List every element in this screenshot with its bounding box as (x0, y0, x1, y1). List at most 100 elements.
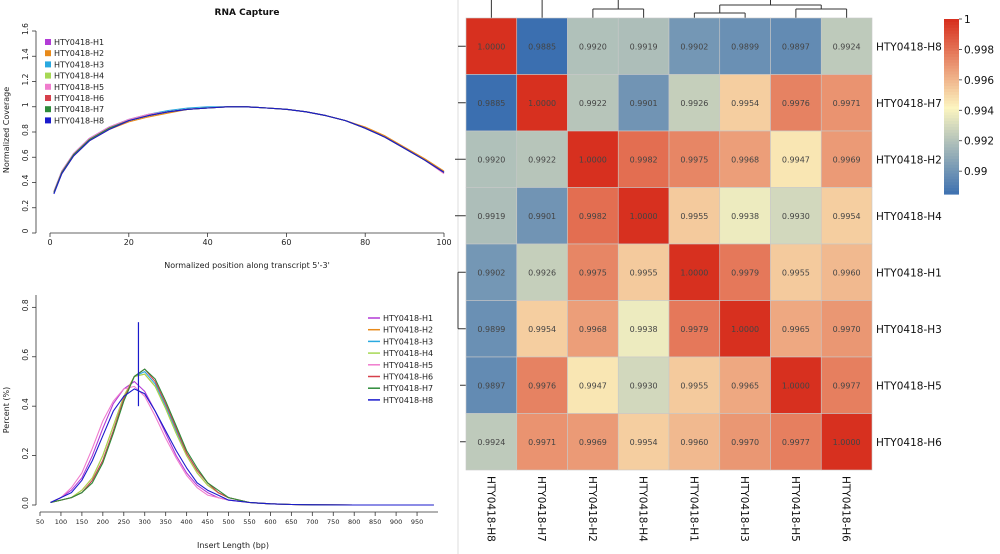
x-tick-label: 20 (124, 238, 134, 247)
colorbar-tick-label: 0.996 (964, 75, 994, 87)
heatmap-cell-label: 0.9969 (579, 438, 607, 447)
coverage-legend: HTY0418-H1 HTY0418-H2 HTY0418-H3 HTY0418-H4… (45, 38, 104, 125)
heatmap-cell-label: 0.9982 (579, 212, 607, 221)
colorbar-segment (944, 42, 959, 46)
heatmap-cell-label: 1.0000 (579, 155, 607, 164)
colorbar-segment (944, 121, 959, 125)
legend-label: HTY0418-H5 (54, 83, 104, 92)
heatmap-cell-label: 0.9954 (731, 99, 759, 108)
heatmap-cell (567, 300, 619, 358)
colorbar-segment (944, 30, 959, 35)
x-tick-label: 450 (201, 518, 213, 526)
coverage-axes: 0 0.2 0.4 0.6 0.8 1 1.2 1.4 1.6 0 20 40 60 80 100 (21, 23, 452, 247)
insert-series-lines (50, 322, 434, 506)
colorbar-segment (944, 176, 959, 181)
colorbar-segment (944, 182, 959, 186)
legend-swatch (45, 83, 51, 90)
heatmap-cell (516, 300, 568, 358)
x-tick-label: 200 (97, 518, 109, 526)
colorbar-segment (944, 97, 959, 102)
heatmap-cell (719, 243, 771, 301)
y-tick-label: 1.6 (21, 23, 30, 35)
y-tick-label: 0.0 (21, 497, 30, 509)
heatmap-cell (770, 300, 822, 358)
heatmap-cell (770, 17, 822, 75)
heatmap-cell (770, 413, 822, 471)
heatmap-cell-label: 0.9971 (528, 438, 556, 447)
heatmap-cell (668, 17, 721, 75)
heatmap-cell-label: 0.9954 (630, 438, 658, 447)
heatmap-cell (465, 130, 518, 188)
x-tick-label: 100 (436, 238, 451, 247)
coverage-chart: RNA Capture Normalized position along tr… (2, 8, 452, 270)
colorbar-segment (944, 65, 959, 70)
heatmap-cell (770, 243, 822, 301)
colorbar-segment (944, 141, 959, 146)
heatmap-cell-label: 1.0000 (477, 42, 505, 51)
x-tick-label: 0 (47, 238, 52, 247)
heatmap-cell-label: 0.9947 (782, 155, 810, 164)
colorbar-segment (944, 156, 959, 160)
heatmap-cell-label: 0.9902 (680, 42, 708, 51)
heatmap-cell (668, 356, 721, 414)
heatmap-column-label: HTY0418-H7 (535, 476, 547, 542)
colorbar-tick-label: 0.998 (964, 44, 994, 56)
colorbar-segment (944, 80, 959, 84)
heatmap-cell (820, 356, 873, 414)
insert-legend: HTY0418-H1 HTY0418-H2 HTY0418-H3 HTY0418-H4… (368, 314, 433, 405)
colorbar-segment (944, 135, 959, 140)
heatmap-cell (719, 300, 771, 358)
colorbar-segment (944, 68, 959, 73)
heatmap-cell-label: 1.0000 (630, 212, 658, 221)
heatmap-cell-label: 0.9930 (782, 212, 810, 221)
heatmap-cell-label: 0.9938 (630, 325, 658, 334)
heatmap-colorbar: 0.99 0.992 0.994 0.996 0.998 1 (944, 14, 994, 195)
y-tick-label: 0.2 (21, 447, 30, 459)
legend-label: HTY0418-H8 (54, 116, 104, 125)
colorbar-segment (944, 27, 959, 32)
x-tick-label: 100 (55, 518, 67, 526)
heatmap-cell-label: 0.9970 (833, 325, 861, 334)
heatmap-cell (465, 74, 518, 132)
heatmap-cell-label: 0.9922 (579, 99, 607, 108)
heatmap-cell (820, 130, 873, 188)
colorbar-segment (944, 124, 959, 128)
legend-label: HTY0418-H6 (383, 373, 433, 382)
heatmap-cell-label: 0.9955 (630, 268, 658, 277)
x-tick-label: 250 (118, 518, 130, 526)
legend-label: HTY0418-H8 (383, 396, 433, 405)
legend-label: HTY0418-H2 (54, 49, 104, 58)
heatmap-cell-label: 1.0000 (833, 438, 861, 447)
colorbar-segment (944, 83, 959, 87)
heatmap-cell (617, 413, 670, 471)
colorbar-segment (944, 118, 959, 122)
heatmap-cell (465, 187, 518, 245)
heatmap-cell-label: 0.9926 (528, 268, 556, 277)
legend-label: HTY0418-H7 (383, 384, 433, 393)
x-tick-label: 150 (76, 518, 88, 526)
legend-label: HTY0418-H5 (383, 361, 433, 370)
y-tick-label: 0.8 (21, 124, 30, 136)
x-tick-label: 600 (264, 518, 276, 526)
heatmap-cell-label: 0.9968 (731, 155, 759, 164)
heatmap-cell-label: 0.9924 (833, 42, 861, 51)
heatmap-cell (770, 187, 822, 245)
colorbar-segment (944, 138, 959, 143)
heatmap-cell-label: 0.9885 (528, 42, 556, 51)
heatmap-cell-label: 0.9899 (477, 325, 505, 334)
colorbar-segment (944, 164, 959, 169)
heatmap-row-labels: HTY0418-H8 HTY0418-H7 HTY0418-H2 HTY0418-H4… (876, 41, 942, 449)
heatmap-cell-label: 0.9920 (579, 42, 607, 51)
y-tick-label: 0.4 (21, 398, 30, 410)
colorbar-segment (944, 132, 959, 137)
colorbar-segment (944, 129, 959, 134)
colorbar-segment (944, 36, 959, 41)
colorbar-segment (944, 59, 959, 64)
heatmap-row-label: HTY0418-H4 (876, 211, 942, 223)
heatmap-column-label: HTY0418-H5 (789, 476, 801, 542)
heatmap-cell (820, 74, 873, 132)
colorbar-segment (944, 94, 959, 99)
legend-label: HTY0418-H1 (383, 314, 433, 323)
legend-label: HTY0418-H3 (383, 337, 433, 346)
